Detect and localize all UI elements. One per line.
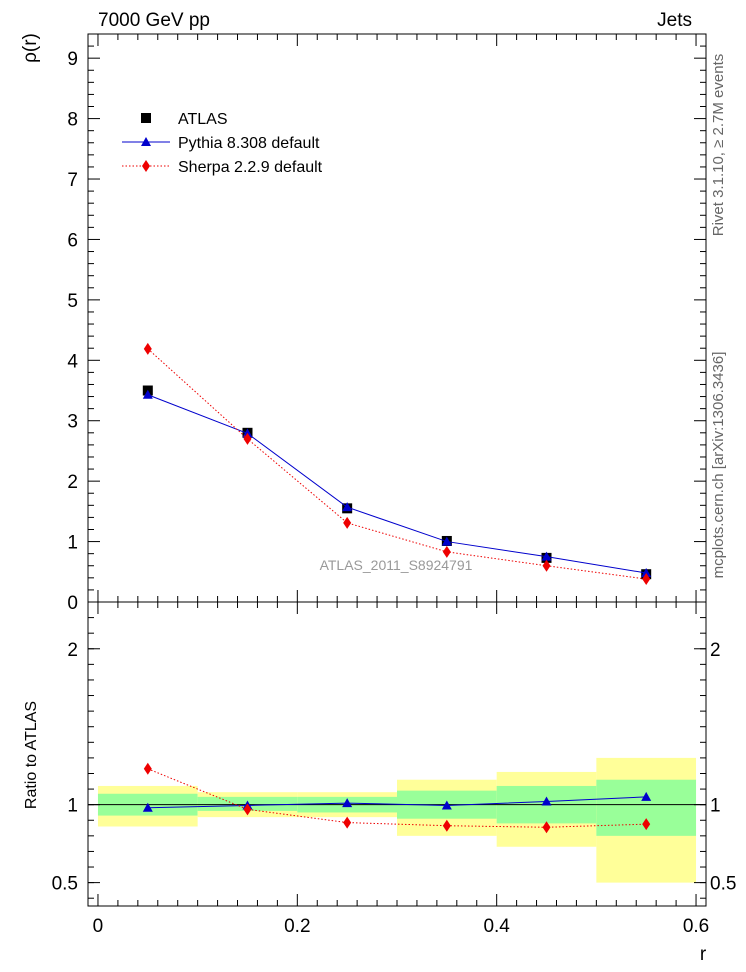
main-point-diamond [143,342,152,355]
ratio-ytick-label-right: 1 [710,796,721,817]
ratio-point-diamond [542,821,551,834]
ratio-xtick-label: 0 [93,916,104,937]
main-plot-area: 0 1 2 3 4 5 6 7 8 9 [67,33,707,614]
ratio-ytick-label-right: 2 [710,640,721,661]
main-ytick-label: 7 [67,170,78,191]
ratio-point-diamond [343,816,352,829]
ratio-ytick-label: 0.5 [52,874,78,895]
legend: ATLAS Pythia 8.308 default Sherpa 2.2.9 de… [122,111,323,176]
ratio-xtick-label: 0.2 [284,916,310,937]
main-ytick-label: 0 [67,593,78,614]
ratio-point-triangle [541,796,552,806]
main-point-triangle [342,502,353,512]
ratio-point-triangle [142,802,153,812]
main-series-line-2 [147,348,647,580]
ratio-point-diamond [143,762,152,775]
ratio-series-line-0 [147,796,647,809]
main-ytick-label: 6 [67,230,78,251]
main-point-triangle [641,567,652,577]
mcplots-label: mcplots.cern.ch [arXiv:1306.3436] [710,352,727,579]
legend-label: Sherpa 2.2.9 default [178,159,323,176]
ratio-point-triangle [342,798,353,808]
ratio-xtick-label: 0.6 [683,916,709,937]
main-ytick-label: 4 [67,351,78,372]
main-ytick-label: 8 [67,110,78,131]
legend-marker [142,160,150,172]
main-point-triangle [142,389,153,399]
legend-label: ATLAS [178,111,228,128]
legend-marker [141,113,151,123]
legend-label: Pythia 8.308 default [178,135,320,152]
main-point-diamond [642,573,651,586]
ratio-xlabel: r [700,944,707,965]
main-point-diamond [542,559,551,572]
header-right: Jets [657,10,692,31]
main-series-line-1 [147,394,647,574]
header-left: 7000 GeV pp [98,10,210,31]
rivet-label: Rivet 3.1.10, ≥ 2.7M events [710,54,727,237]
main-point-diamond [343,516,352,529]
main-ytick-label: 2 [67,472,78,493]
legend-marker [141,137,151,146]
ratio-series-line-1 [147,768,647,828]
ratio-point-diamond [642,818,651,831]
ratio-point-diamond [243,803,252,816]
main-ytick-label: 9 [67,49,78,70]
ratio-point-triangle [441,800,452,810]
ratio-ylabel: Ratio to ATLAS [23,701,40,809]
main-ylabel: ρ(r) [20,33,41,63]
ratio-point-diamond [442,819,451,832]
main-ytick-label: 3 [67,412,78,433]
main-ytick-label: 5 [67,291,78,312]
ratio-point-triangle [641,791,652,801]
analysis-label: ATLAS_2011_S8924791 [320,557,473,573]
main-point-triangle [441,536,452,546]
ratio-ytick-label: 2 [67,640,78,661]
main-point-diamond [442,545,451,558]
main-point-diamond [243,432,252,445]
main-point-triangle [541,551,552,561]
ratio-xtick-label: 0.4 [483,916,510,937]
ratio-plot-area: 0.5 0.5 1 1 2 2 0 0.2 0.4 0.6 [52,601,736,937]
ratio-ytick-label: 1 [67,796,78,817]
main-ytick-label: 1 [67,533,78,554]
ratio-ytick-label-right: 0.5 [710,874,736,895]
